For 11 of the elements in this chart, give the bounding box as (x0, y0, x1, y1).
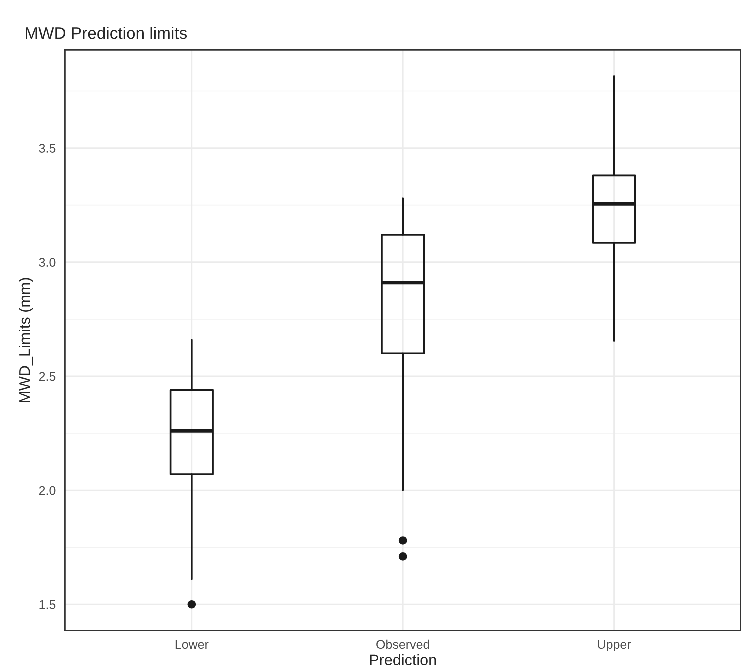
y-tick-label: 2.0 (39, 486, 56, 496)
chart-title: MWD Prediction limits (26, 26, 188, 40)
x-axis-title: Prediction (370, 654, 436, 666)
x-tick-label: Upper (598, 640, 632, 652)
y-tick-label: 3.5 (39, 144, 56, 153)
x-tick-label: Observed (376, 640, 430, 650)
y-tick-label: 3.0 (39, 258, 56, 268)
x-tick-label: Lower (176, 640, 209, 650)
y-tick-label: 2.5 (39, 372, 56, 382)
y-tick-label: 1.5 (40, 600, 56, 610)
y-axis-title: MWD_Limits (mm) (19, 278, 34, 402)
